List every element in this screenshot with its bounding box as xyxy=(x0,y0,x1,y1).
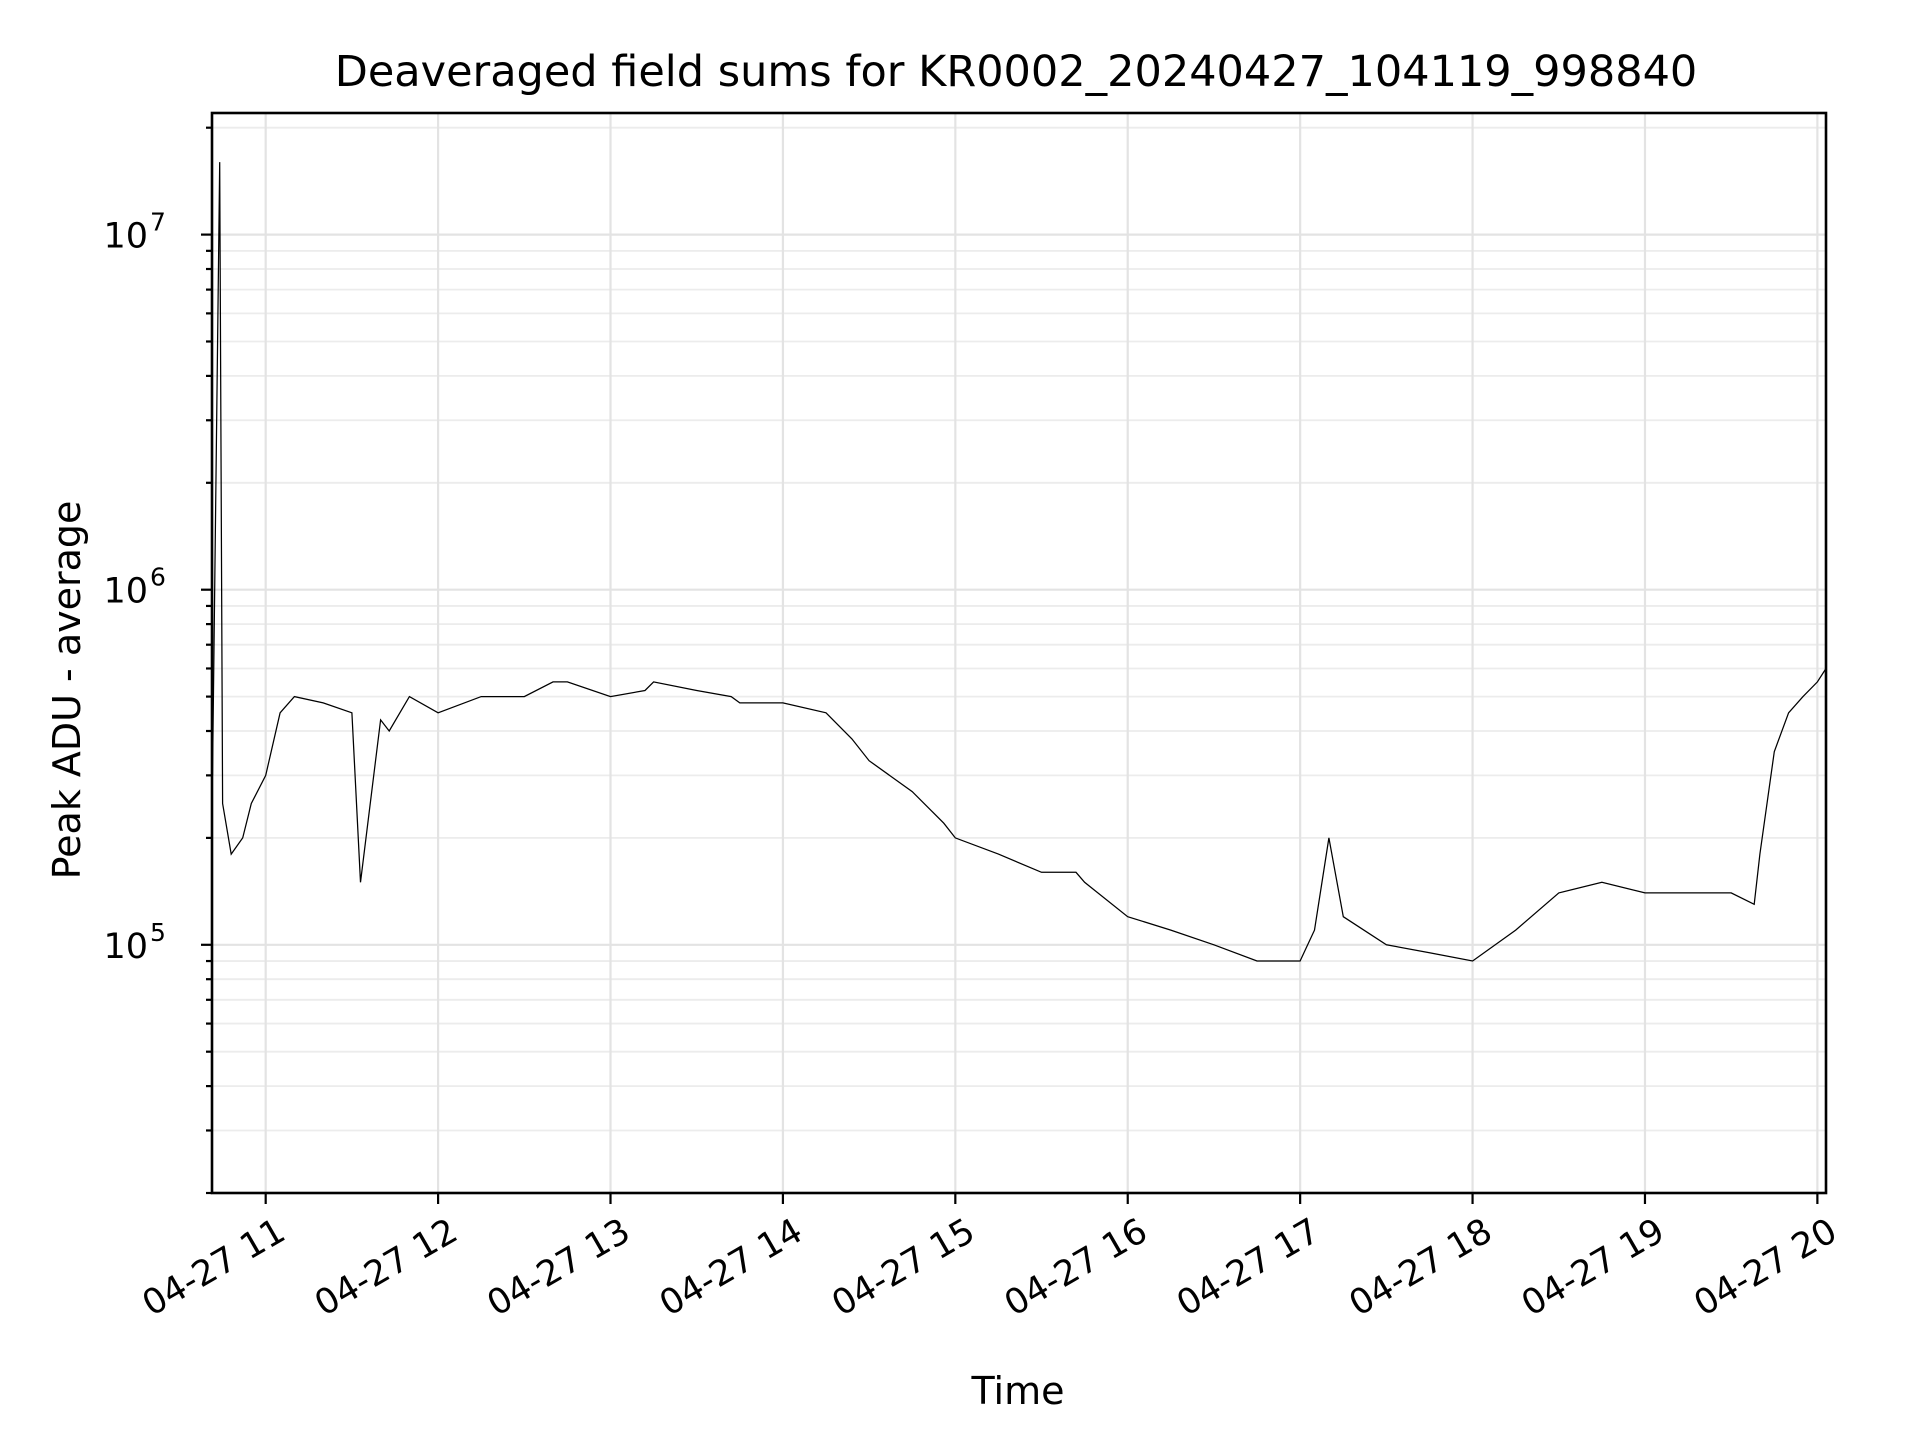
chart-title: Deaveraged field sums for KR0002_2024042… xyxy=(335,47,1698,97)
y-tick-label: 10 xyxy=(103,927,148,967)
major-gridlines xyxy=(212,113,1826,1193)
series-layer xyxy=(211,162,1827,962)
y-axis-label: Peak ADU - average xyxy=(45,501,89,880)
y-tick-label-exponent: 5 xyxy=(150,918,166,947)
x-axis-label: Time xyxy=(971,1369,1065,1413)
y-tick-label-exponent: 6 xyxy=(150,563,166,592)
series-line xyxy=(211,162,1827,962)
y-tick-label: 10 xyxy=(103,572,148,612)
plot-frame xyxy=(210,111,1828,1195)
y-tick-label-exponent: 7 xyxy=(150,208,166,237)
minor-gridlines xyxy=(212,126,1826,1194)
y-tick-label: 10 xyxy=(103,217,148,257)
